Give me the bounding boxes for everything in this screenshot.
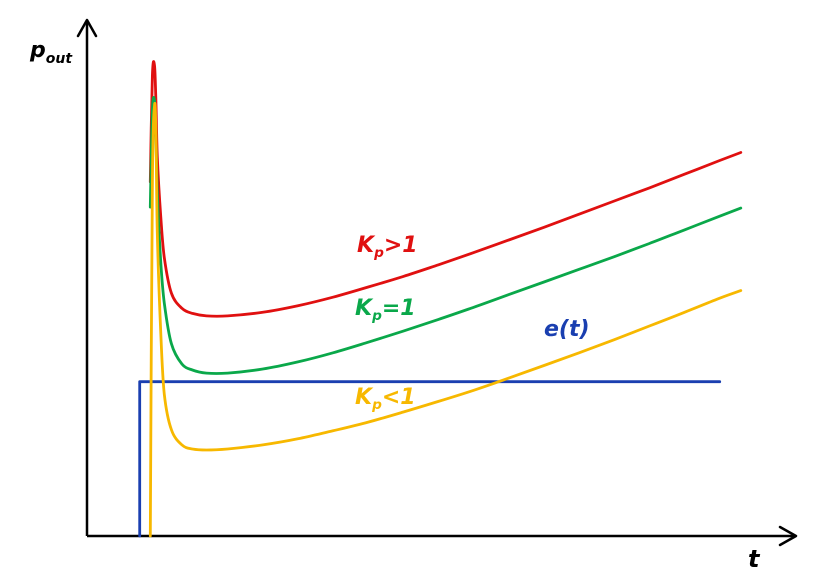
series-line-3 — [138, 380, 722, 538]
series-label-0: Kp>1 — [357, 233, 418, 261]
series-label-2: Kp<1 — [355, 385, 416, 413]
axes — [76, 18, 798, 547]
series-label-1: Kp=1 — [355, 296, 416, 324]
y-axis-arrowhead — [76, 18, 98, 38]
series-line-0 — [148, 60, 743, 318]
y-axis-label: pout — [29, 38, 73, 67]
series-labels: Kp>1 Kp=1 Kp<1 e(t) — [355, 233, 590, 413]
x-axis-arrowhead — [778, 525, 798, 547]
series-line-1 — [148, 96, 743, 375]
series-line-2 — [148, 101, 743, 538]
series-layer — [138, 60, 743, 538]
x-axis-label: t — [748, 545, 761, 573]
series-label-3: e(t) — [544, 317, 590, 342]
